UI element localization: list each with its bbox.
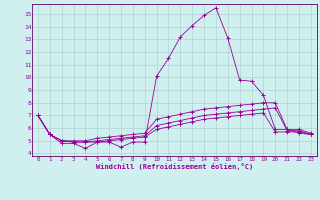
X-axis label: Windchill (Refroidissement éolien,°C): Windchill (Refroidissement éolien,°C) (96, 163, 253, 170)
